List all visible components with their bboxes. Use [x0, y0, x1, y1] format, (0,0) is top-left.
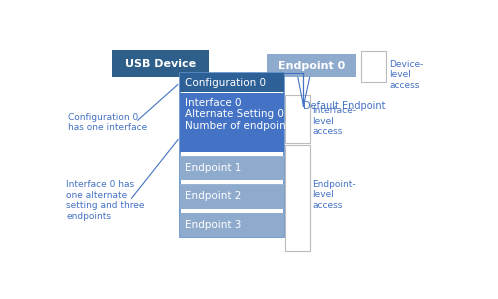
Bar: [285, 94, 310, 143]
Text: Endpoint 0: Endpoint 0: [277, 61, 345, 71]
Text: Interface 0 has
one alternate
setting and three
endpoints: Interface 0 has one alternate setting an…: [66, 180, 144, 221]
Text: Endpoint 1: Endpoint 1: [185, 163, 241, 173]
Text: Configuration 0: Configuration 0: [185, 77, 265, 88]
Bar: [113, 50, 209, 77]
Text: Interface 0
Alternate Setting 0
Number of endpoints: 3: Interface 0 Alternate Setting 0 Number o…: [185, 97, 308, 131]
Bar: [362, 51, 386, 82]
Bar: [180, 93, 284, 152]
Bar: [180, 184, 284, 209]
Text: Configuration 0
has one interface: Configuration 0 has one interface: [68, 112, 147, 132]
Text: Default Endpoint: Default Endpoint: [303, 101, 386, 111]
Bar: [180, 73, 284, 92]
Bar: [180, 155, 284, 180]
Text: Endpoint 3: Endpoint 3: [185, 220, 241, 230]
Text: Device-
level
access: Device- level access: [389, 60, 423, 90]
Text: Endpoint-
level
access: Endpoint- level access: [312, 180, 356, 210]
Text: USB Device: USB Device: [125, 59, 196, 68]
Bar: [267, 54, 356, 77]
Bar: [180, 213, 284, 237]
Bar: [285, 145, 310, 251]
Text: Endpoint 2: Endpoint 2: [185, 191, 241, 202]
Text: Interface-
level
access: Interface- level access: [312, 106, 357, 136]
Bar: [180, 73, 284, 237]
